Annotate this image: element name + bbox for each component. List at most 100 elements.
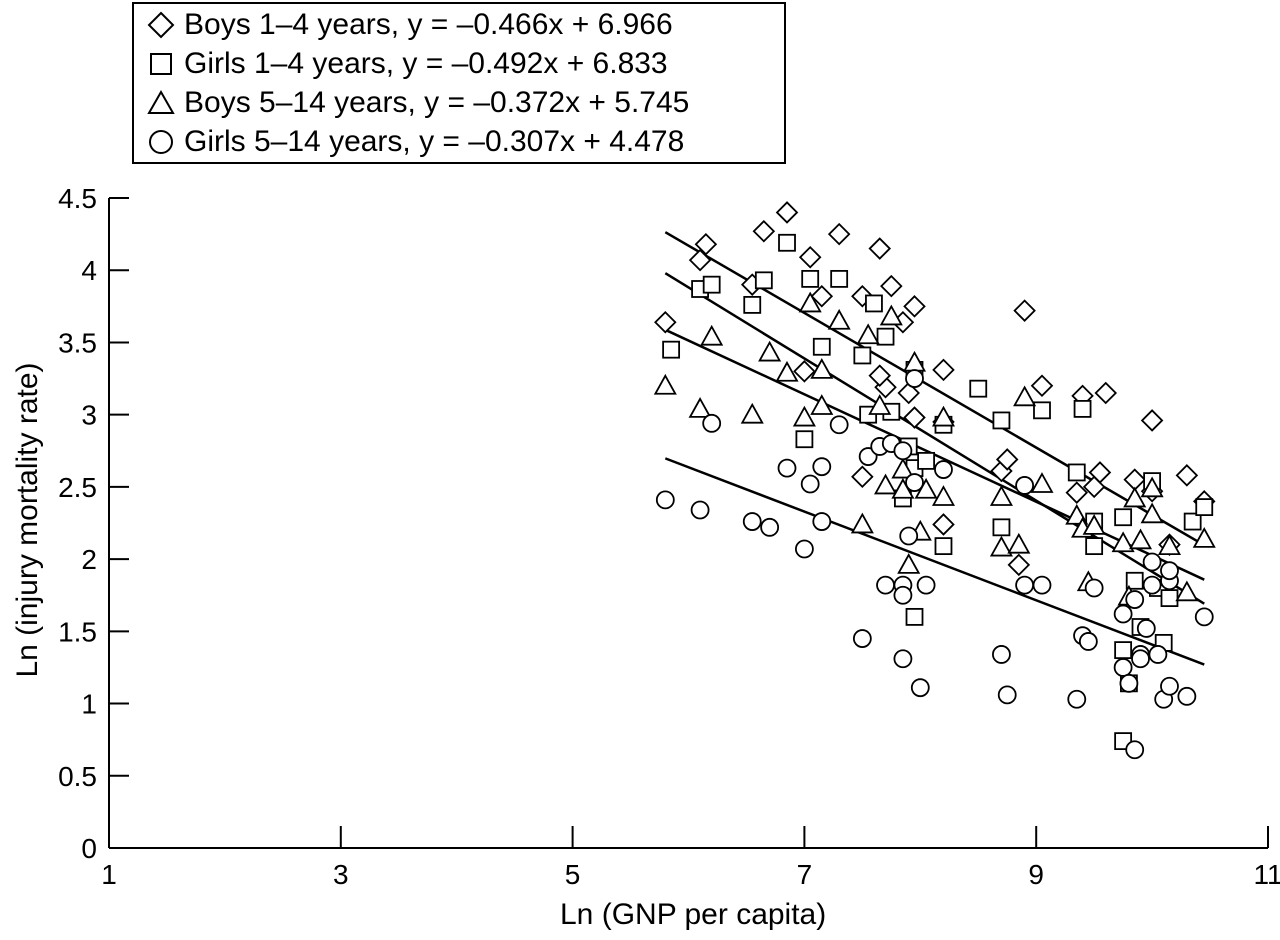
data-point-diamond [752, 219, 776, 243]
data-point-circle [655, 490, 675, 510]
y-tick-label: 4 [81, 255, 97, 286]
data-point-triangle [740, 402, 764, 424]
x-tick-label: 11 [1253, 859, 1280, 890]
data-point-diamond [798, 245, 822, 269]
data-point-triangle [868, 394, 892, 415]
data-point-diamond [880, 274, 903, 298]
data-point-circle [1160, 561, 1179, 581]
data-point-circle [1160, 676, 1179, 696]
data-point-triangle [1082, 514, 1106, 535]
data-point-square [969, 379, 988, 398]
data-point-circle [812, 512, 832, 531]
x-tick-label: 7 [797, 859, 813, 890]
data-point-circle [910, 678, 930, 698]
data-point-triangle [1175, 580, 1199, 602]
data-point-circle [893, 649, 913, 669]
data-point-triangle [758, 340, 782, 362]
data-point-triangle [810, 358, 834, 379]
data-point-diamond [932, 358, 955, 382]
legend-label: Girls 5–14 years, y = –0.307x + 4.478 [184, 125, 685, 158]
data-point-diamond [827, 222, 851, 246]
data-point-circle [1113, 604, 1133, 624]
data-point-circle [893, 441, 913, 461]
data-point-square [743, 295, 762, 314]
data-point-triangle [792, 405, 816, 427]
regression-line [664, 457, 1205, 666]
y-tick-label: 2.5 [58, 472, 97, 503]
data-point-circle [1032, 575, 1052, 595]
data-point-square [992, 518, 1011, 537]
data-point-triangle [1128, 528, 1153, 550]
data-point-square [1067, 463, 1086, 482]
x-tick-label: 3 [333, 859, 349, 890]
data-point-square [754, 271, 773, 290]
legend-item-girls-1-4: Girls 1–4 years, y = –0.492x + 6.833 [146, 46, 668, 82]
data-point-square [801, 269, 820, 288]
data-point-circle [777, 458, 797, 478]
data-point-square [992, 411, 1011, 430]
triangle-icon [147, 89, 175, 114]
data-point-circle [1067, 689, 1087, 709]
x-tick-label: 9 [1028, 859, 1044, 890]
data-point-circle [1078, 632, 1098, 651]
data-point-triangle [827, 308, 851, 330]
data-point-circle [800, 474, 820, 494]
data-point-square [830, 269, 849, 288]
data-point-circle [742, 512, 762, 531]
data-point-square [795, 430, 814, 449]
y-tick-label: 0 [81, 833, 97, 864]
data-point-triangle [931, 485, 956, 506]
data-point-triangle [989, 535, 1013, 557]
diamond-icon [147, 11, 175, 39]
y-tick-label: 3 [81, 400, 97, 431]
data-point-triangle [1192, 527, 1216, 548]
data-point-square [865, 294, 883, 313]
y-tick-label: 1 [81, 689, 97, 720]
data-point-triangle [989, 485, 1013, 506]
data-point-triangle [775, 360, 799, 382]
data-point-circle [1125, 740, 1145, 760]
data-point-circle [934, 460, 953, 479]
data-point-diamond [995, 448, 1019, 471]
data-point-triangle [653, 373, 677, 395]
data-point-circle [997, 685, 1017, 705]
legend: Boys 1–4 years, y = –0.466x + 6.966 Girl… [132, 2, 786, 164]
data-points [653, 201, 1216, 760]
data-point-diamond [868, 237, 892, 260]
data-point-square [853, 346, 872, 365]
data-point-diamond [1140, 409, 1164, 432]
data-point-circle [1131, 649, 1150, 669]
square-icon [150, 53, 172, 75]
data-point-square [905, 607, 924, 626]
data-point-square [1033, 401, 1051, 420]
data-point-circle [1194, 607, 1214, 627]
data-point-diamond [1094, 381, 1118, 405]
data-point-circle [1142, 575, 1162, 595]
data-point-diamond [903, 406, 926, 429]
data-point-square [1073, 399, 1092, 418]
data-point-diamond [1007, 553, 1031, 577]
data-point-triangle [897, 553, 921, 574]
legend-label: Boys 1–4 years, y = –0.466x + 6.966 [184, 8, 673, 41]
data-point-square [1160, 589, 1179, 608]
y-axis-title: Ln (injury mortality rate) [11, 362, 44, 678]
x-axis-title: Ln (GNP per capita) [560, 898, 827, 931]
data-point-circle [852, 629, 872, 648]
data-point-circle [1015, 575, 1035, 595]
data-point-square [1085, 537, 1104, 556]
data-point-diamond [851, 465, 874, 489]
data-point-circle [1084, 578, 1104, 598]
y-tick-label: 1.5 [58, 616, 97, 647]
legend-label: Boys 5–14 years, y = –0.372x + 5.745 [184, 86, 690, 119]
data-point-triangle [1140, 476, 1164, 498]
data-point-square [934, 537, 953, 556]
data-point-square [702, 275, 721, 294]
data-point-diamond [688, 248, 712, 272]
data-point-circle [795, 539, 814, 559]
data-point-circle [1119, 673, 1139, 693]
x-tick-label: 5 [565, 859, 581, 890]
data-point-circle [1015, 476, 1035, 495]
circle-icon [149, 130, 173, 154]
data-point-circle [690, 500, 710, 520]
legend-item-boys-1-4: Boys 1–4 years, y = –0.466x + 6.966 [146, 7, 673, 43]
